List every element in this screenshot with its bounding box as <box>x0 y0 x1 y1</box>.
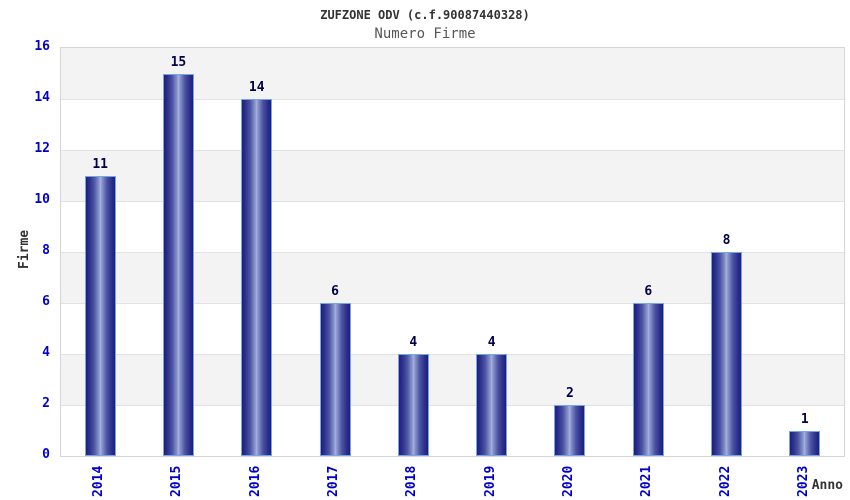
x-tick-label: 2014 <box>91 465 107 497</box>
grid-line <box>61 303 844 304</box>
x-tick-label: 2020 <box>560 465 576 497</box>
x-tick-label: 2017 <box>326 465 342 497</box>
x-tick-label: 2018 <box>404 465 420 497</box>
y-tick-label: 2 <box>42 396 50 411</box>
bar-value-label: 15 <box>170 54 187 70</box>
grid-line <box>61 99 844 100</box>
grid-line <box>61 405 844 406</box>
y-tick-label: 6 <box>42 294 50 309</box>
bar <box>789 430 821 456</box>
bar <box>84 175 116 456</box>
bar-value-label: 6 <box>644 284 653 299</box>
bar-value-label: 4 <box>409 335 418 350</box>
bar-value-label: 4 <box>487 335 496 350</box>
chart-subtitle: Numero Firme <box>374 26 476 42</box>
bar-value-label: 2 <box>566 386 574 401</box>
bar <box>632 303 664 456</box>
bar-value-label: 6 <box>331 284 339 299</box>
y-tick-label: 0 <box>42 447 50 462</box>
y-tick-label: 8 <box>42 243 50 258</box>
y-tick-label: 14 <box>34 90 50 105</box>
y-tick-label: 16 <box>34 39 50 54</box>
chart-title: ZUFZONE ODV (c.f.90087440328) <box>320 8 530 22</box>
bar <box>241 99 273 456</box>
x-tick-label: 2021 <box>639 465 655 497</box>
x-tick-label: 2015 <box>169 465 185 497</box>
grid-line <box>61 252 844 253</box>
bar <box>397 354 429 456</box>
bar-value-label: 14 <box>248 80 265 95</box>
x-axis-title: Anno <box>811 478 843 493</box>
x-tick-label: 2023 <box>795 465 811 497</box>
x-tick-label: 2022 <box>717 465 733 497</box>
y-tick-label: 10 <box>34 192 50 207</box>
x-tick-label: 2019 <box>482 465 498 497</box>
bar-value-label: 1 <box>800 411 809 427</box>
bar-value-label: 11 <box>92 156 108 172</box>
bar <box>554 405 586 456</box>
bar-value-label: 8 <box>722 233 731 248</box>
y-tick-label: 12 <box>34 141 50 156</box>
grid-line <box>61 354 844 355</box>
bar <box>711 252 743 456</box>
bar <box>476 354 508 456</box>
grid-line <box>61 201 844 202</box>
bar <box>162 73 194 456</box>
bar <box>319 303 351 456</box>
y-tick-label: 4 <box>42 345 50 360</box>
grid-line <box>61 150 844 151</box>
x-tick-label: 2016 <box>247 465 263 497</box>
plot-area: 11 15 14 6 4 4 2 6 8 1 <box>60 47 845 457</box>
